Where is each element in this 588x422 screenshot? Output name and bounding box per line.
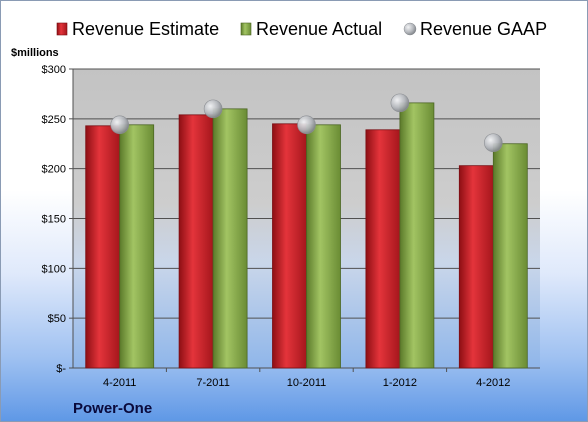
legend-label: Revenue Actual bbox=[256, 19, 382, 39]
bar-revenue-actual bbox=[399, 102, 435, 369]
x-tick-label: 1-2012 bbox=[383, 377, 417, 389]
x-tick-label: 4-2012 bbox=[476, 377, 510, 389]
bar-revenue-actual bbox=[119, 124, 155, 369]
legend: Revenue Estimate Revenue Actual Revenue GA… bbox=[56, 19, 547, 39]
bar-revenue-actual bbox=[212, 108, 248, 369]
y-tick-label: $50 bbox=[48, 313, 66, 325]
bar-revenue-actual bbox=[492, 143, 528, 369]
marker-revenue-gaap bbox=[110, 115, 129, 135]
x-axis-ticks: 4-2011 7-2011 10-2011 1-2012 4-2012 bbox=[103, 377, 510, 389]
legend-label: Revenue GAAP bbox=[420, 19, 547, 39]
y-tick-label: $- bbox=[56, 363, 66, 375]
bar-revenue-actual bbox=[306, 124, 341, 369]
x-tick-label: 7-2011 bbox=[196, 377, 229, 389]
y-tick-label: $150 bbox=[42, 214, 66, 226]
marker-revenue-gaap bbox=[390, 93, 410, 113]
x-tick-label: 10-2011 bbox=[287, 377, 327, 389]
marker-revenue-gaap bbox=[483, 133, 503, 153]
company-name: Power-One bbox=[73, 400, 152, 417]
y-tick-label: $250 bbox=[42, 114, 66, 126]
y-tick-label: $200 bbox=[42, 164, 66, 176]
legend-swatch bbox=[403, 22, 417, 36]
y-tick-label: $100 bbox=[42, 263, 66, 275]
legend-swatch bbox=[56, 22, 68, 36]
bar-revenue-estimate bbox=[458, 165, 494, 369]
marker-revenue-gaap bbox=[203, 99, 223, 119]
marker-revenue-gaap bbox=[297, 115, 316, 135]
legend-label: Revenue Estimate bbox=[72, 19, 219, 39]
bar-revenue-estimate bbox=[272, 123, 307, 369]
bars bbox=[85, 102, 528, 369]
x-tick-label: 4-2011 bbox=[103, 377, 136, 389]
gaap-markers bbox=[110, 93, 503, 153]
legend-swatch bbox=[240, 22, 252, 36]
y-tick-label: $300 bbox=[42, 64, 66, 76]
bar-revenue-estimate bbox=[178, 114, 214, 369]
bar-revenue-estimate bbox=[85, 125, 121, 369]
y-unit-label: $millions bbox=[11, 47, 59, 59]
y-axis-ticks: $300 $250 $200 $150 $100 $50 $- bbox=[42, 64, 67, 375]
bar-revenue-estimate bbox=[365, 129, 401, 369]
